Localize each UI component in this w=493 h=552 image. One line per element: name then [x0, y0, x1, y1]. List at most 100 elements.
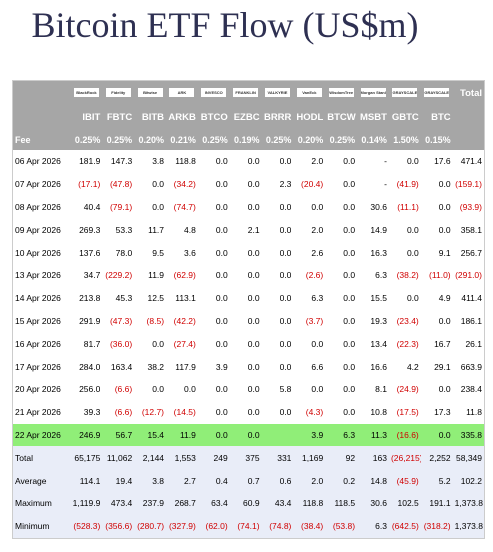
flow-value: 0.0 — [247, 338, 260, 349]
flow-value: 9.1 — [438, 247, 451, 258]
flow-value: 14.9 — [370, 224, 387, 235]
flow-value: (23.4) — [396, 315, 419, 326]
flow-value: 3.8 — [152, 156, 165, 167]
flow-value: (22.3) — [396, 338, 419, 349]
summary-label: Total — [12, 446, 71, 470]
summary-value: 191.1 — [420, 491, 453, 515]
cell — [12, 80, 71, 105]
flow-value: 30.6 — [370, 201, 387, 212]
summary-value: 1,373.8 — [452, 514, 485, 539]
flow-value: 6.3 — [311, 293, 324, 304]
table-row: 20 Apr 2026 256.0 (6.6) 0.0 0.0 0.0 0.0 5.8 0.0 0… — [13, 378, 485, 401]
flow-value: (79.1) — [109, 201, 133, 212]
flow-value: 0.0 — [438, 384, 451, 395]
flow-value: 0.0 — [343, 201, 356, 212]
flow-value: 0.0 — [343, 156, 356, 167]
fee: 0.25% — [70, 129, 103, 150]
flow-value: 6.3 — [325, 423, 358, 447]
flow-value: 3.9 — [215, 361, 228, 372]
summary-value: 92 — [325, 446, 358, 470]
summary-value: 102.5 — [388, 491, 421, 515]
flow-value: 291.9 — [79, 315, 101, 326]
flow-value: 2.6 — [311, 247, 324, 258]
logo-cell: WisdomTree — [325, 80, 358, 105]
flow-value: 0.0 — [279, 293, 292, 304]
ticker: HODL — [293, 105, 326, 129]
flow-value: (3.7) — [305, 315, 324, 326]
summary-value: 375 — [229, 446, 262, 470]
table-row: 16 Apr 2026 81.7 (36.0) 0.0 (27.4) 0.0 0.0 0.0 0… — [13, 332, 485, 355]
flow-value: 335.8 — [452, 423, 485, 447]
table-row: 22 Apr 2026 246.9 56.7 15.4 11.9 0.0 0.0 3.9 6.3… — [12, 423, 485, 447]
summary-value: 118.8 — [293, 491, 326, 515]
summary-value: 14.8 — [357, 469, 389, 492]
flow-value: (27.4) — [173, 338, 196, 349]
flow-value: 0.0 — [247, 315, 260, 326]
flow-value: 26.1 — [465, 338, 482, 349]
flow-value: 163.4 — [110, 361, 133, 372]
fee: 0.25% — [325, 129, 358, 150]
flow-value: 238.4 — [460, 384, 482, 395]
ticker: BTCO — [197, 105, 230, 129]
flow-value: 0.0 — [229, 423, 262, 447]
flow-value: (17.5) — [396, 407, 419, 418]
logo-cell: ARK — [166, 80, 198, 105]
flow-value — [261, 423, 294, 447]
flow-value: 0.0 — [215, 247, 228, 258]
fee: 0.20% — [134, 129, 167, 150]
flow-value: 0.0 — [247, 361, 260, 372]
summary-value: 2,252 — [420, 446, 453, 470]
logo-cell: GRAYSCALE — [420, 80, 453, 105]
summary-value: 102.2 — [452, 469, 485, 492]
flow-value: 0.0 — [343, 293, 356, 304]
flow-value: (24.9) — [396, 384, 419, 395]
summary-value: (74.8) — [261, 514, 294, 539]
summary-value: 1,169 — [293, 446, 326, 470]
summary-value: (38.4) — [293, 514, 326, 539]
date: 14 Apr 2026 — [15, 293, 61, 304]
flow-value: 0.0 — [343, 179, 356, 190]
flow-value: 411.4 — [461, 293, 482, 304]
fee: 0.25% — [197, 129, 230, 150]
flow-value: 2.1 — [247, 224, 260, 235]
flow-value: (229.2) — [105, 270, 133, 281]
flow-value: - — [384, 156, 387, 167]
issuer-logo: Fidelity — [105, 87, 131, 97]
table-row: 06 Apr 2026 181.9 147.3 3.8 118.8 0.0 0.0 0.0 2.… — [13, 150, 485, 173]
table-row: Minimum (528.3) (356.6) (280.7) (327.9) (62.0… — [12, 514, 485, 539]
date: 13 Apr 2026 — [15, 270, 61, 281]
fee: 0.14% — [357, 129, 389, 150]
summary-value: 19.4 — [102, 469, 135, 492]
table-row: 08 Apr 2026 40.4 (79.1) 0.0 (74.7) 0.0 0.0 0.0 0… — [13, 196, 485, 219]
issuer-logo: Morgan Stanley — [360, 87, 386, 97]
flow-value: 0.0 — [406, 293, 419, 304]
table-body: BlackRock Fidelity Bitwise ARK INVESCO FRANKL… — [12, 80, 485, 539]
flow-value: 663.9 — [460, 361, 482, 372]
flow-value: 78.0 — [115, 247, 133, 258]
flow-value: 0.0 — [420, 423, 453, 447]
flow-value: 4.8 — [184, 224, 196, 235]
flow-value: (14.5) — [173, 407, 196, 418]
summary-value: (528.3) — [70, 514, 103, 539]
table-row: 10 Apr 2026 137.6 78.0 9.5 3.6 0.0 0.0 0.0 2.6 0.… — [13, 241, 485, 264]
flow-value: 12.5 — [147, 293, 165, 304]
ticker: BITB — [134, 105, 167, 129]
flow-value: 181.9 — [79, 156, 101, 167]
summary-value: 5.2 — [420, 469, 453, 492]
flow-value: (11.1) — [397, 201, 419, 212]
flow-value: 29.1 — [434, 361, 451, 372]
table-row: 13 Apr 2026 34.7 (229.2) 11.9 (62.9) 0.0 0.0 0.… — [13, 264, 485, 287]
summary-value: (53.8) — [325, 514, 358, 539]
flow-value: 11.8 — [466, 407, 482, 418]
fee: 1.50% — [388, 129, 421, 150]
flow-value: 53.3 — [115, 224, 133, 235]
flow-value: 0.0 — [279, 270, 292, 281]
fee: 0.21% — [166, 129, 198, 150]
flow-value: 4.9 — [438, 293, 451, 304]
flow-value: (8.5) — [146, 315, 165, 326]
table-row: Average 114.1 19.4 3.8 2.7 0.4 0.7 0.6 2.0 0.2 14.… — [12, 469, 485, 492]
flow-value: 147.3 — [110, 156, 133, 167]
flow-value: 0.0 — [215, 293, 228, 304]
table-row: BlackRock Fidelity Bitwise ARK INVESCO FRANKL… — [12, 80, 485, 105]
flow-value: (93.9) — [459, 201, 482, 212]
